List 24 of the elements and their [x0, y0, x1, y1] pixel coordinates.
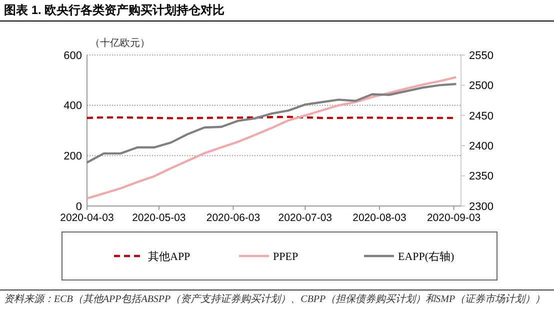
y-tick-label: 600 [64, 50, 82, 62]
y2-tick-label: 2500 [469, 80, 494, 92]
x-tick-label: 2020-06-03 [206, 212, 260, 224]
x-tick-label: 2020-09-03 [426, 212, 481, 224]
y-axis-title: （十亿欧元） [90, 37, 150, 49]
chart-title: 图表 1. 欧央行各类资产购买计划持仓对比 [4, 3, 225, 17]
y2-tick-label: 2350 [469, 170, 494, 183]
line-series [86, 76, 458, 200]
y2-tick-label: 2450 [469, 110, 494, 122]
x-tick-label: 2020-08-03 [352, 212, 406, 224]
legend-label: EAPP(右轴) [398, 250, 455, 263]
x-tick-label: 2020-04-03 [60, 212, 114, 224]
legend-label: PPEP [273, 250, 298, 263]
legend-label: 其他APP [148, 250, 190, 263]
y2-tick-label: 2300 [469, 200, 494, 213]
y-tick-label: 200 [64, 150, 82, 163]
x-tick-label: 2020-05-03 [132, 212, 186, 224]
y2-tick-label: 2400 [469, 140, 494, 152]
x-tick-label: 2020-07-03 [278, 212, 332, 224]
y-tick-label: 400 [64, 100, 82, 112]
y2-tick-label: 2550 [469, 50, 494, 62]
y-tick-label: 0 [76, 200, 82, 213]
line-series [86, 82, 458, 164]
text: 资料来源：ECB（其他APP包括ABSPP（资产支持证券购买计划）、CBPP（担保债券购买计划）和SMP（证券市场计划）） [4, 293, 546, 305]
